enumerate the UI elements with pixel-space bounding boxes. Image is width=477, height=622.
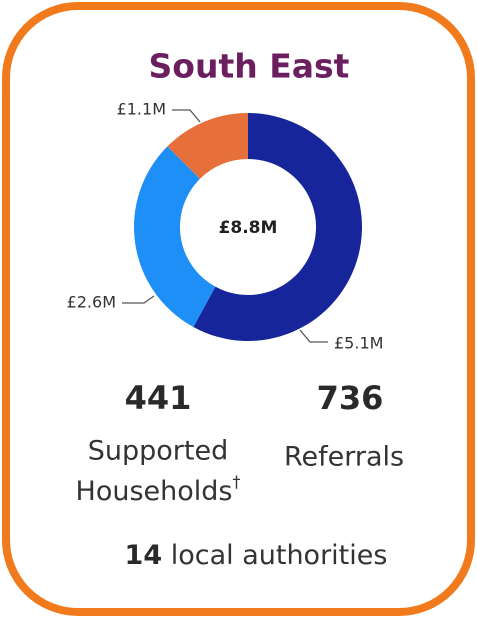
donut-segment	[193, 113, 362, 341]
stat-value: 441	[125, 379, 192, 417]
stat-label: Referrals	[284, 442, 404, 473]
stat-label: Supported	[88, 436, 228, 467]
value-label: £2.6M	[67, 293, 116, 312]
donut	[133, 113, 362, 341]
value-label: £1.1M	[117, 100, 166, 119]
footer-value: 14	[125, 540, 163, 571]
note-mark: †	[232, 472, 240, 491]
donut-segment	[133, 146, 216, 328]
stat-label-line: Households	[76, 476, 233, 507]
center-label: £8.8M	[219, 218, 278, 238]
donut-segment	[167, 113, 248, 179]
leader-line	[299, 329, 328, 343]
stat-label: Households†	[76, 472, 241, 507]
title: South East	[149, 47, 350, 86]
footer: 14 local authorities	[125, 540, 388, 571]
stat-value: 736	[317, 379, 384, 417]
leader-line	[122, 295, 155, 304]
value-label: £5.1M	[334, 334, 383, 353]
footer-text: local authorities	[171, 540, 388, 571]
leader-line	[172, 109, 201, 123]
